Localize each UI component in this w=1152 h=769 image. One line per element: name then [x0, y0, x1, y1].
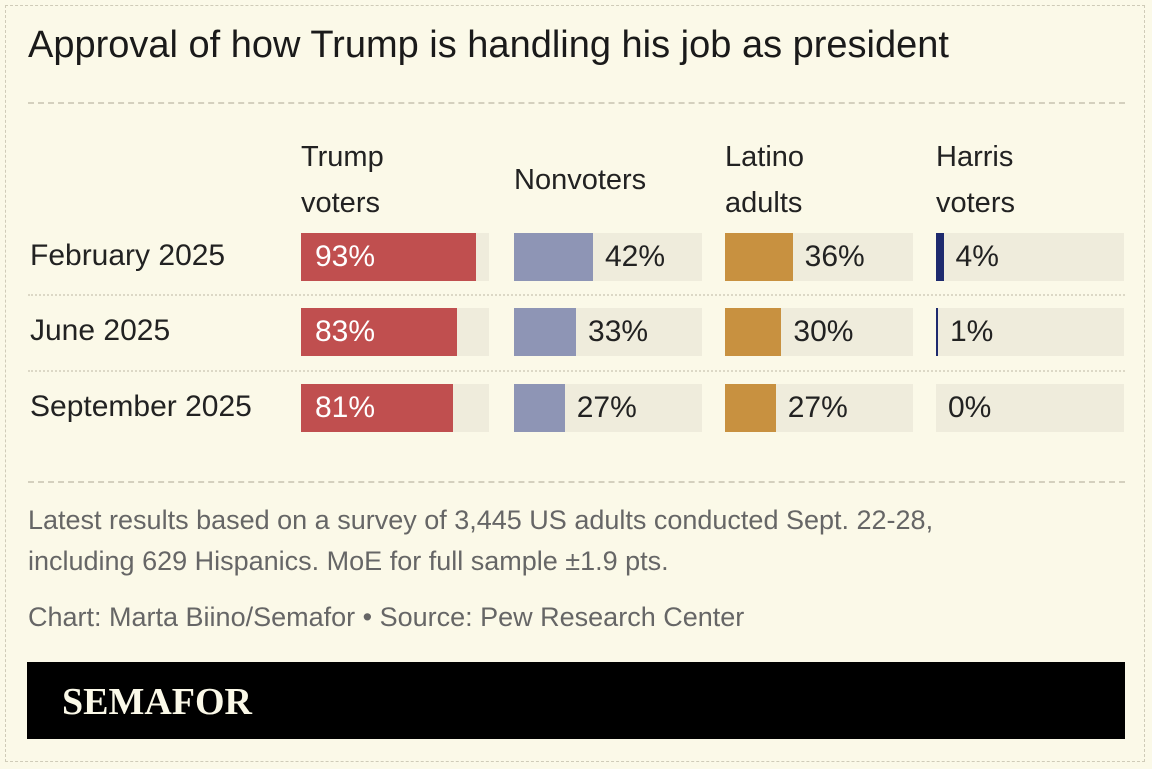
divider	[28, 481, 1125, 483]
column-header-line: Latino	[725, 141, 805, 173]
bar-track: 36%	[725, 233, 913, 281]
data-label: 33%	[588, 315, 649, 348]
data-label: 36%	[804, 240, 865, 273]
chart-frame	[5, 5, 1145, 762]
bar	[301, 308, 458, 356]
data-label: 27%	[787, 391, 848, 424]
divider	[28, 102, 1125, 104]
column-header: Harris voters	[936, 134, 1124, 226]
column-header-line: Nonvoters	[514, 164, 647, 196]
column-header-line: adults	[725, 187, 803, 219]
data-label: 81%	[315, 391, 376, 424]
data-label: 93%	[315, 240, 376, 273]
data-label: 30%	[793, 315, 854, 348]
chart-title: Approval of how Trump is handling his jo…	[28, 24, 949, 66]
bar	[301, 384, 454, 432]
bar-track: 30%	[725, 308, 913, 356]
column-header-line: voters	[936, 187, 1015, 219]
bar	[514, 308, 577, 356]
bar-track: 42%	[514, 233, 702, 281]
data-label: 27%	[576, 391, 637, 424]
row-label: June 2025	[30, 314, 171, 347]
bar-track: 1%	[936, 308, 1124, 356]
column-header: Trump voters	[301, 134, 489, 226]
column-header-line: voters	[301, 187, 380, 219]
row-label: September 2025	[30, 390, 252, 423]
data-label: 0%	[948, 391, 992, 424]
column-header-line: Harris	[936, 141, 1014, 173]
bar-track: 0%	[936, 384, 1124, 432]
data-label: 1%	[950, 315, 994, 348]
bar-track: 93%	[301, 233, 489, 281]
bar-track: 27%	[514, 384, 702, 432]
column-header: Nonvoters	[514, 157, 702, 203]
row-separator	[28, 294, 1125, 296]
bar	[936, 233, 944, 281]
bar	[936, 308, 938, 356]
row-label: February 2025	[30, 239, 226, 272]
semafor-logo: SEMAFOR	[62, 681, 252, 723]
bar	[514, 233, 593, 281]
credit-line: Chart: Marta Biino/Semafor • Source: Pew…	[28, 602, 745, 632]
data-label: 42%	[604, 240, 665, 273]
column-header-line: Trump	[301, 141, 384, 173]
footer-bar: SEMAFOR	[27, 662, 1125, 739]
bar-track: 27%	[725, 384, 913, 432]
column-header: Latino adults	[725, 134, 913, 226]
data-label: 83%	[315, 315, 376, 348]
data-label: 4%	[955, 240, 999, 273]
bar-track: 33%	[514, 308, 702, 356]
bar	[725, 308, 782, 356]
bar-track: 83%	[301, 308, 489, 356]
row-separator	[28, 370, 1125, 372]
bar	[514, 384, 565, 432]
bar-track: 81%	[301, 384, 489, 432]
bar	[725, 384, 776, 432]
bar	[725, 233, 793, 281]
note-line-1: Latest results based on a survey of 3,44…	[28, 505, 934, 535]
bar-track: 4%	[936, 233, 1124, 281]
note-line-2: including 629 Hispanics. MoE for full sa…	[28, 546, 669, 576]
bar	[301, 233, 476, 281]
